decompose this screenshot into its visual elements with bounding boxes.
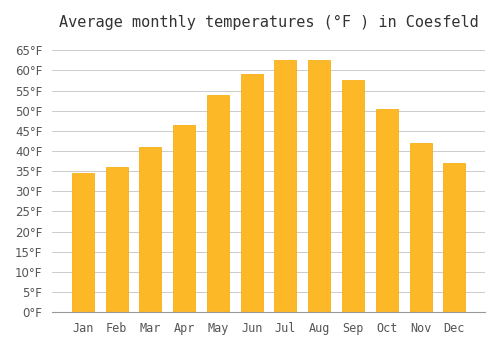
Bar bbox=[173, 125, 195, 312]
Bar bbox=[410, 143, 432, 312]
Bar bbox=[444, 163, 466, 312]
Bar bbox=[106, 167, 128, 312]
Bar bbox=[72, 173, 94, 312]
Bar bbox=[240, 75, 262, 312]
Bar bbox=[342, 80, 364, 312]
Bar bbox=[308, 60, 330, 312]
Bar bbox=[140, 147, 162, 312]
Bar bbox=[376, 109, 398, 312]
Bar bbox=[274, 60, 296, 312]
Bar bbox=[207, 94, 229, 312]
Title: Average monthly temperatures (°F ) in Coesfeld: Average monthly temperatures (°F ) in Co… bbox=[58, 15, 478, 30]
